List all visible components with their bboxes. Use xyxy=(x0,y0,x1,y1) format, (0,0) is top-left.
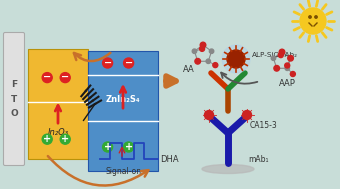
Circle shape xyxy=(42,134,52,144)
Text: Signal-on: Signal-on xyxy=(106,167,142,176)
Circle shape xyxy=(290,71,295,77)
Circle shape xyxy=(227,50,245,68)
Circle shape xyxy=(315,16,317,18)
Bar xyxy=(88,51,158,171)
Circle shape xyxy=(274,65,279,71)
Circle shape xyxy=(285,63,290,68)
Circle shape xyxy=(300,8,326,34)
Text: CA15-3: CA15-3 xyxy=(250,121,278,129)
Text: F
T
O: F T O xyxy=(10,80,18,118)
Circle shape xyxy=(103,58,113,68)
Circle shape xyxy=(222,45,250,73)
Circle shape xyxy=(124,142,134,152)
Text: ZnIn₂S₄: ZnIn₂S₄ xyxy=(106,94,140,104)
Text: +: + xyxy=(61,134,69,144)
Text: AA: AA xyxy=(183,66,195,74)
Text: −: − xyxy=(43,72,51,82)
Text: +: + xyxy=(124,142,133,152)
Circle shape xyxy=(278,53,283,58)
Circle shape xyxy=(279,49,285,55)
Circle shape xyxy=(242,111,252,119)
Bar xyxy=(28,49,88,159)
Circle shape xyxy=(200,42,206,48)
Text: mAb₁: mAb₁ xyxy=(248,154,269,163)
Circle shape xyxy=(206,59,210,64)
Text: AAP: AAP xyxy=(278,78,295,88)
Text: −: − xyxy=(104,58,112,68)
Circle shape xyxy=(309,16,311,18)
Text: ALP-SiO₂-Ab₂: ALP-SiO₂-Ab₂ xyxy=(252,52,298,58)
Text: +: + xyxy=(43,134,51,144)
Circle shape xyxy=(192,49,197,53)
Circle shape xyxy=(288,55,293,61)
Circle shape xyxy=(204,111,214,119)
Circle shape xyxy=(285,66,289,70)
Text: −: − xyxy=(124,58,133,68)
Circle shape xyxy=(60,73,70,83)
FancyBboxPatch shape xyxy=(3,33,24,166)
Circle shape xyxy=(103,142,113,152)
Circle shape xyxy=(213,63,218,68)
Circle shape xyxy=(124,58,134,68)
Circle shape xyxy=(195,58,201,64)
Text: +: + xyxy=(104,142,112,152)
Text: In₂O₃: In₂O₃ xyxy=(48,128,69,137)
Circle shape xyxy=(42,73,52,83)
Ellipse shape xyxy=(202,164,254,174)
Text: −: − xyxy=(61,72,69,82)
Circle shape xyxy=(60,134,70,144)
Circle shape xyxy=(200,46,205,51)
Circle shape xyxy=(271,56,276,60)
Circle shape xyxy=(209,49,214,53)
Text: DHA: DHA xyxy=(160,154,178,163)
